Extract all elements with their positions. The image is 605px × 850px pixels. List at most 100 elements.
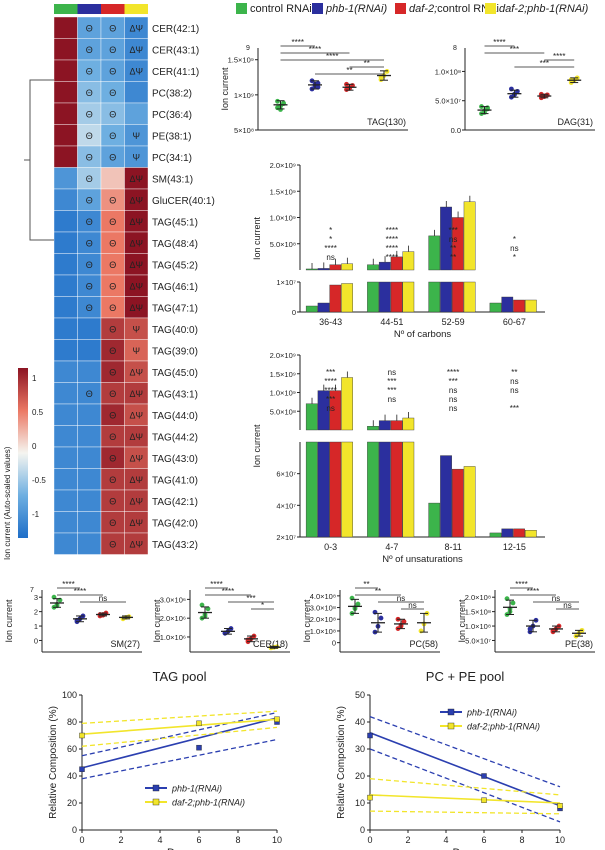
heatmap-cell xyxy=(53,296,78,319)
bar-lower xyxy=(329,284,342,313)
data-point xyxy=(509,86,514,92)
heatmap-cell xyxy=(77,403,102,426)
heatmap-cell xyxy=(124,102,149,125)
chart-title: CER(18) xyxy=(253,639,288,649)
heatmap-cell-mark: Θ xyxy=(109,389,116,399)
y-tick-label: 5.0×10⁸ xyxy=(270,407,296,416)
x-axis-label: Nº of unsaturations xyxy=(382,554,463,565)
significance-label: **** xyxy=(326,52,338,61)
significance-label: **** xyxy=(74,587,86,596)
heatmap-cell-mark: Θ xyxy=(86,131,93,141)
bar-upper xyxy=(378,420,391,431)
confidence-upper xyxy=(81,711,278,757)
significance-label: ns xyxy=(552,594,560,603)
heatmap-cell-mark: ΔΨ xyxy=(129,389,143,399)
data-point xyxy=(355,601,361,607)
y-tick-label: 1 xyxy=(34,622,38,631)
y-exponent: 7 xyxy=(30,587,34,594)
heatmap-cell xyxy=(53,124,78,147)
y-tick-label: 20 xyxy=(67,798,77,808)
data-point xyxy=(79,732,85,739)
heatmap-row-label: TAG(41:0) xyxy=(152,475,198,486)
y-tick-label: 1.5×10⁸ xyxy=(465,608,491,617)
bar-lower xyxy=(463,281,476,313)
heatmap-cell xyxy=(77,489,102,512)
y-tick-label: 1.5×10⁹ xyxy=(270,187,296,196)
heatmap-cell-mark: ΔΨ xyxy=(129,453,143,463)
bar-upper xyxy=(341,377,353,431)
y-tick-label: 0.0 xyxy=(451,126,461,135)
bar-lower xyxy=(463,466,476,538)
x-tick-label: 6 xyxy=(196,835,201,845)
bar-upper xyxy=(463,201,476,271)
y-tick-label: 30 xyxy=(355,744,365,754)
y-tick-label: 10 xyxy=(355,798,365,808)
x-tick-label: 8 xyxy=(235,835,240,845)
legend-label-suffix: control RNAi xyxy=(437,3,499,15)
significance-label: ns xyxy=(388,395,396,404)
bar-lower xyxy=(378,281,391,313)
y-tick-label: 2.0×10⁹ xyxy=(270,161,296,170)
y-axis-label: Relative Composition (%) xyxy=(336,706,347,819)
y-tick-label: 1.0×10⁸ xyxy=(465,622,491,631)
y-axis-label: Relative Composition (%) xyxy=(48,706,59,819)
heatmap-cell xyxy=(53,403,78,426)
heatmap-cell-mark: Θ xyxy=(86,45,93,55)
x-axis-label: Nº of carbons xyxy=(394,329,452,340)
significance-label: ns xyxy=(449,386,457,395)
bar-lower xyxy=(489,302,502,313)
y-tick-label: 5.0×10⁷ xyxy=(465,636,491,645)
heatmap-cell-mark: Θ xyxy=(109,281,116,291)
bar-upper xyxy=(428,235,441,271)
heatmap-cell-mark: Θ xyxy=(109,88,116,98)
significance-label: **** xyxy=(386,244,398,253)
heatmap-cell-mark: ΔΨ xyxy=(129,539,143,549)
significance-label: ns xyxy=(510,377,518,386)
significance-label: ns xyxy=(449,404,457,413)
significance-label: **** xyxy=(527,587,539,596)
significance-label: ns xyxy=(388,368,396,377)
y-tick-label: 4.0×10⁸ xyxy=(310,592,336,601)
confidence-lower xyxy=(369,810,561,815)
heatmap-cell xyxy=(53,425,78,448)
heatmap-cell xyxy=(53,102,78,125)
heatmap-cell-mark: Θ xyxy=(86,174,93,184)
heatmap-cell xyxy=(53,532,78,555)
legend-marker xyxy=(447,708,455,716)
bar-lower xyxy=(501,528,514,538)
significance-label: **** xyxy=(515,580,527,589)
chart-title: TAG pool xyxy=(153,669,207,684)
heatmap-cell-mark: Θ xyxy=(86,217,93,227)
heatmap-row-label: PE(38:1) xyxy=(152,131,191,142)
data-point xyxy=(367,794,373,801)
x-tick-label: 4 xyxy=(443,835,448,845)
legend-label: phb-1(RNAi) xyxy=(325,3,387,15)
heatmap-cell-mark: Θ xyxy=(109,432,116,442)
bar-lower xyxy=(378,441,391,538)
significance-label: *** xyxy=(326,368,335,377)
legend-label: phb-1(RNAi) xyxy=(466,708,517,718)
heatmap-cell xyxy=(53,231,78,254)
heatmap-cell-mark: Θ xyxy=(109,518,116,528)
x-tick-label: 2 xyxy=(118,835,123,845)
heatmap-cell-mark: Θ xyxy=(109,131,116,141)
heatmap-row-label: TAG(43:1) xyxy=(152,389,198,400)
heatmap-cell-mark: Ψ xyxy=(132,346,140,356)
bar-lower xyxy=(341,441,353,538)
dendrogram xyxy=(24,79,54,241)
y-tick-label: 1.0×10⁹ xyxy=(270,389,296,398)
y-tick-label: 4×10⁷ xyxy=(276,501,296,510)
x-tick-label: 4-7 xyxy=(385,542,398,552)
heatmap-cell-mark: Θ xyxy=(109,23,116,33)
heatmap-row-label: GluCER(40:1) xyxy=(152,196,215,207)
heatmap-row-label: TAG(44:0) xyxy=(152,411,198,422)
legend-marker xyxy=(152,798,160,806)
bar-lower xyxy=(390,441,403,538)
heatmap-cell-mark: Θ xyxy=(109,303,116,313)
heatmap-cell xyxy=(77,532,102,555)
significance-label: ns xyxy=(510,386,518,395)
y-tick-label: 60 xyxy=(67,744,77,754)
legend-label-main: control RNAi xyxy=(250,3,312,15)
chart-title: SM(27) xyxy=(110,639,140,649)
heatmap-cell xyxy=(53,382,78,405)
